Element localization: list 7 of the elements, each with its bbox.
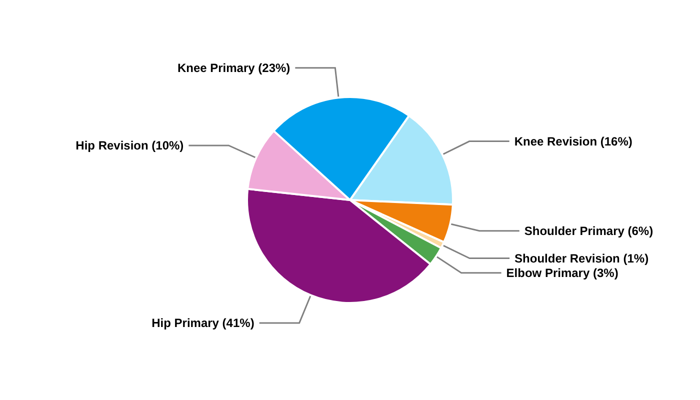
slice-label: Elbow Primary (3%) [506,266,618,280]
slice-label: Hip Primary (41%) [152,316,254,330]
slice-label: Hip Revision (10%) [76,138,184,152]
slice-label: Knee Revision (16%) [514,134,632,148]
slice-label: Shoulder Revision (1%) [514,251,649,266]
slice-label: Shoulder Primary (6%) [524,224,654,238]
slice-label: Knee Primary (23%) [177,60,290,75]
